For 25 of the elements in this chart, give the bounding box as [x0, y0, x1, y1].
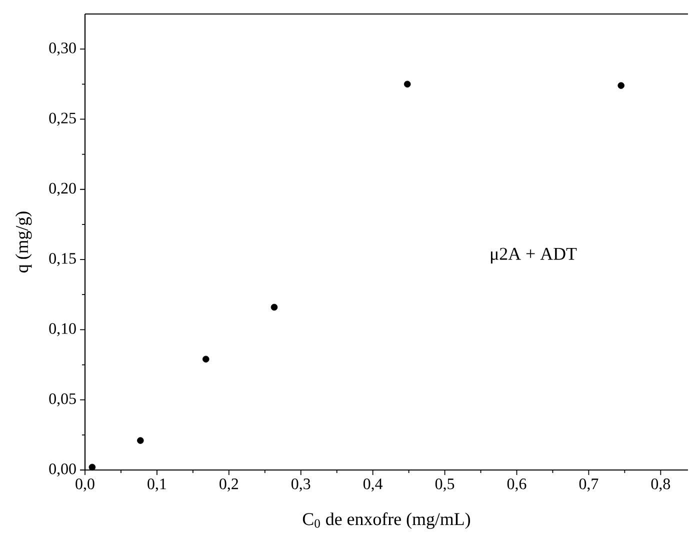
point [137, 437, 144, 444]
x-tick-label: 0,3 [292, 478, 310, 492]
text: μ2A + ADT [490, 248, 577, 264]
x-tick-label: 0,2 [220, 478, 238, 492]
x-tick-label: 0,8 [651, 478, 670, 492]
point [618, 82, 624, 89]
y-tick-label: 0,30 [49, 42, 76, 56]
y-tick-label: 0,20 [49, 182, 76, 196]
y-axis-title: q (mg/g) [15, 212, 32, 272]
x-tick-label: 0,0 [76, 478, 94, 492]
x-tick-label: 0,4 [363, 478, 383, 492]
x-tick-label: 0,5 [435, 478, 454, 492]
y-tick-label: 0,05 [49, 393, 76, 406]
point [88, 464, 96, 471]
x-tick-label: 0,7 [579, 478, 598, 492]
y-tick-label: 0,25 [49, 112, 76, 126]
x-axis-title: C$_{0}$ de enxofre (mg/mL) [302, 512, 470, 529]
x-tick-label: 0,1 [148, 478, 166, 492]
y-tick-label: 0,00 [49, 463, 76, 477]
x-tick-label: 0,6 [507, 478, 526, 492]
point [202, 356, 210, 363]
point [270, 304, 278, 311]
y-tick-label: 0,15 [49, 253, 76, 266]
point [404, 80, 411, 88]
y-tick-label: 0,10 [49, 323, 76, 336]
